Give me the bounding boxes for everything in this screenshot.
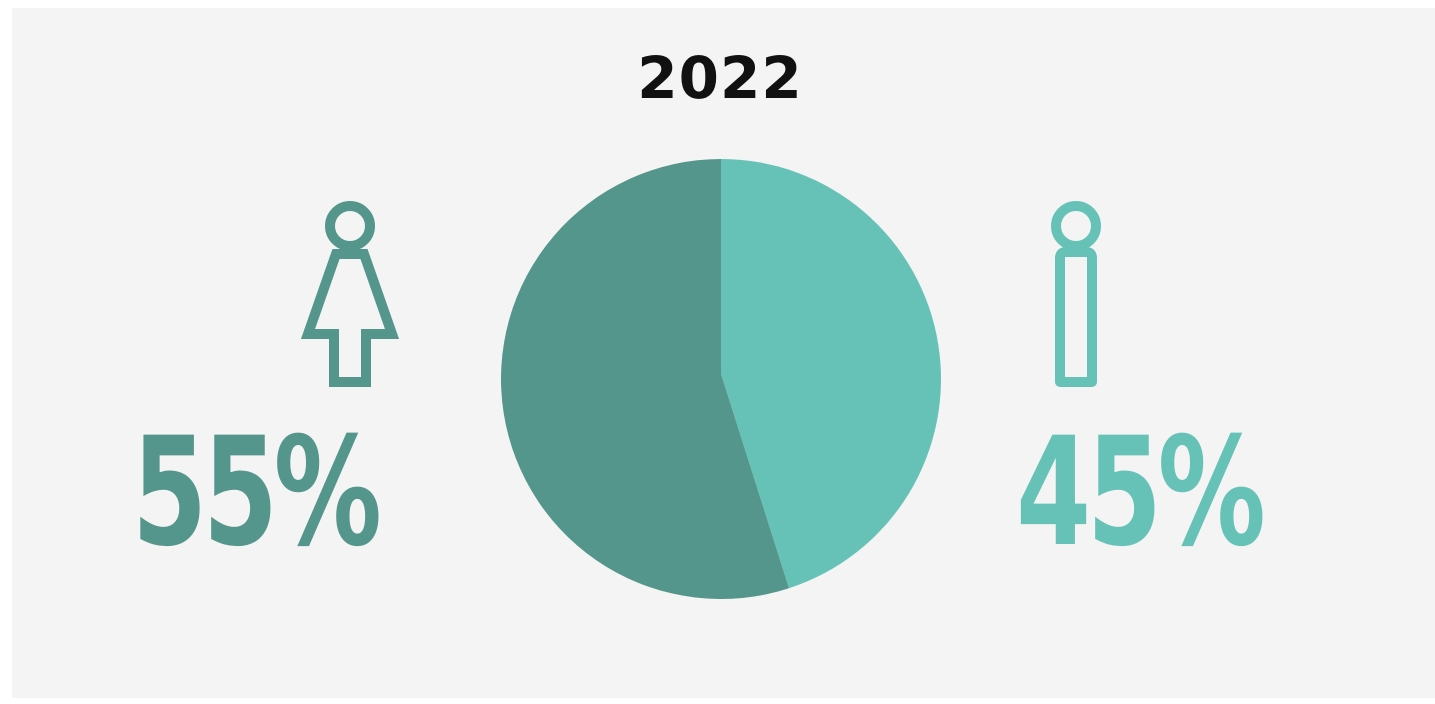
chart-title: 2022 — [637, 44, 803, 112]
female-percentage-label: 55% — [132, 406, 382, 580]
male-percentage-label: 45% — [1016, 406, 1266, 580]
female-icon — [300, 201, 400, 387]
male-icon — [1051, 201, 1101, 387]
pie-slice-male — [721, 159, 941, 589]
pie-slice-female — [500, 159, 789, 599]
pie-chart — [500, 159, 941, 599]
